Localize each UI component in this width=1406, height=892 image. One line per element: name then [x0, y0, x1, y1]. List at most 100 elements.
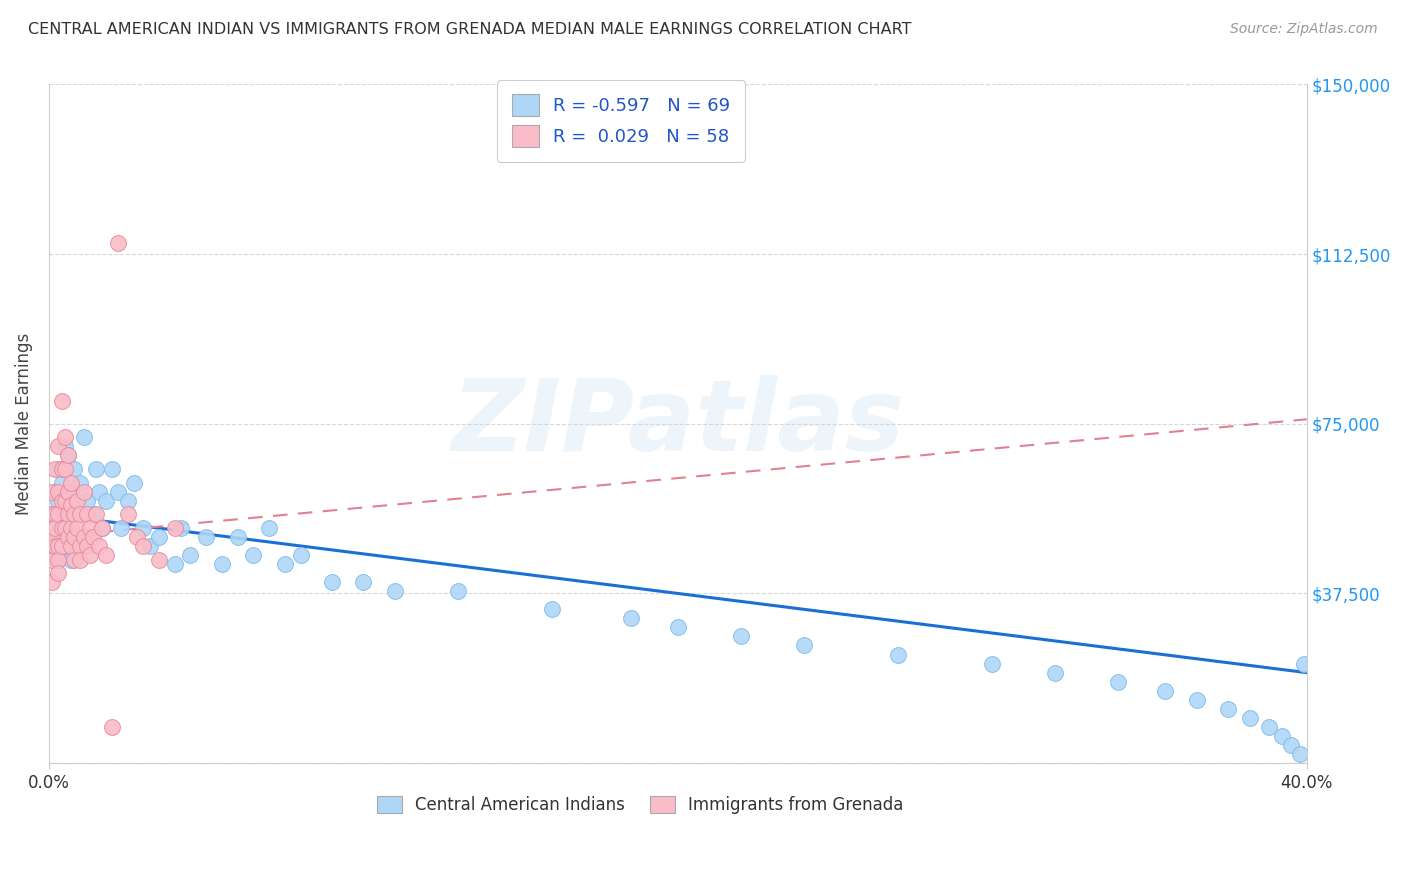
Point [79, 530, 101, 544]
Point [59, 552, 82, 566]
Point [66, 521, 89, 535]
Point [163, 557, 186, 571]
Point [76, 508, 98, 522]
Point [79, 548, 101, 562]
Point [69, 508, 91, 522]
Point [1107, 674, 1129, 689]
Point [1279, 738, 1302, 752]
Point [59, 498, 82, 512]
Point [44, 521, 66, 535]
Point [53, 508, 76, 522]
Point [179, 548, 201, 562]
Point [59, 521, 82, 535]
Point [48, 508, 70, 522]
Point [51, 521, 73, 535]
Point [48, 566, 70, 580]
Point [101, 462, 124, 476]
Point [76, 539, 98, 553]
Point [1045, 665, 1067, 680]
Point [63, 552, 86, 566]
Point [41, 552, 63, 566]
Point [981, 657, 1004, 671]
Point [1218, 702, 1240, 716]
Point [138, 539, 160, 553]
Point [242, 548, 264, 562]
Point [82, 530, 104, 544]
Point [51, 462, 73, 476]
Point [53, 493, 76, 508]
Point [122, 475, 145, 490]
Point [94, 493, 117, 508]
Point [51, 530, 73, 544]
Point [69, 475, 91, 490]
Point [89, 484, 111, 499]
Point [48, 484, 70, 499]
Point [72, 430, 94, 444]
Point [63, 508, 86, 522]
Point [132, 521, 155, 535]
Point [72, 484, 94, 499]
Point [274, 557, 297, 571]
Point [101, 720, 124, 734]
Point [63, 462, 86, 476]
Point [84, 462, 107, 476]
Point [56, 508, 79, 522]
Point [51, 475, 73, 490]
Point [91, 521, 114, 535]
Point [887, 648, 910, 662]
Point [1289, 747, 1312, 761]
Point [352, 575, 374, 590]
Point [56, 521, 79, 535]
Point [620, 611, 643, 625]
Point [125, 530, 148, 544]
Point [91, 521, 114, 535]
Point [56, 484, 79, 499]
Point [48, 552, 70, 566]
Point [63, 530, 86, 544]
Point [56, 449, 79, 463]
Point [41, 575, 63, 590]
Point [48, 462, 70, 476]
Point [41, 508, 63, 522]
Point [79, 521, 101, 535]
Point [793, 639, 815, 653]
Point [44, 539, 66, 553]
Point [1185, 693, 1208, 707]
Point [132, 539, 155, 553]
Point [56, 530, 79, 544]
Point [53, 462, 76, 476]
Point [730, 629, 752, 643]
Point [117, 493, 139, 508]
Point [117, 508, 139, 522]
Point [1258, 720, 1281, 734]
Point [53, 430, 76, 444]
Point [226, 530, 249, 544]
Point [384, 584, 406, 599]
Point [1292, 657, 1315, 671]
Point [1239, 711, 1261, 725]
Point [44, 462, 66, 476]
Point [195, 530, 218, 544]
Point [666, 620, 689, 634]
Point [48, 439, 70, 453]
Text: ZIPatlas: ZIPatlas [451, 376, 904, 472]
Point [110, 521, 132, 535]
Point [48, 493, 70, 508]
Text: CENTRAL AMERICAN INDIAN VS IMMIGRANTS FROM GRENADA MEDIAN MALE EARNINGS CORRELAT: CENTRAL AMERICAN INDIAN VS IMMIGRANTS FR… [28, 22, 911, 37]
Point [44, 508, 66, 522]
Point [82, 508, 104, 522]
Point [84, 508, 107, 522]
Point [69, 539, 91, 553]
Point [541, 602, 564, 616]
Point [44, 521, 66, 535]
Point [51, 394, 73, 409]
Point [72, 530, 94, 544]
Point [257, 521, 280, 535]
Point [53, 539, 76, 553]
Point [290, 548, 312, 562]
Point [41, 530, 63, 544]
Point [51, 493, 73, 508]
Point [66, 530, 89, 544]
Point [69, 539, 91, 553]
Point [170, 521, 193, 535]
